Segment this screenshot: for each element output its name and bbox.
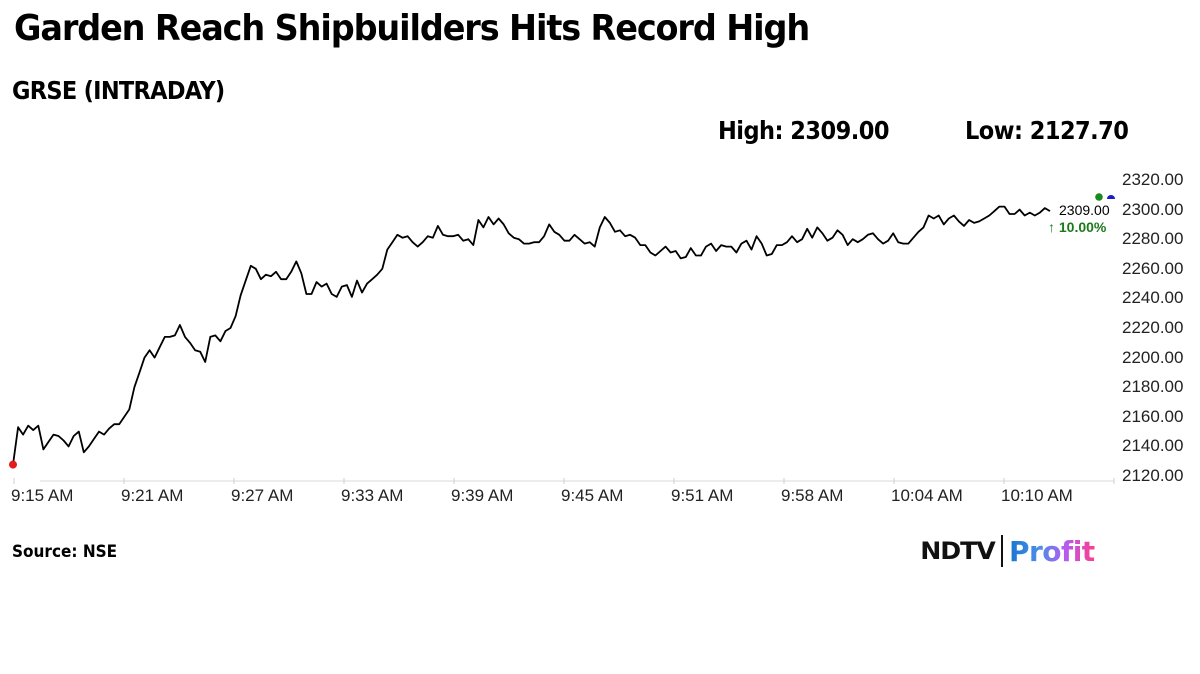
chart-title: Garden Reach Shipbuilders Hits Record Hi… xyxy=(14,8,810,49)
y-tick-label: 2180.00 xyxy=(1122,377,1184,397)
x-tick-label: 10:04 AM xyxy=(891,486,963,505)
y-tick-label: 2160.00 xyxy=(1122,406,1184,426)
x-tick-label: 9:58 AM xyxy=(781,486,844,505)
y-tick-label: 2220.00 xyxy=(1122,318,1184,337)
high-value: High: 2309.00 xyxy=(718,116,890,145)
chart-subtitle: GRSE (INTRADAY) xyxy=(12,76,225,105)
x-tick-label: 9:45 AM xyxy=(561,486,624,505)
y-tick-label: 2140.00 xyxy=(1122,436,1184,456)
last-price-label: 2309.00 xyxy=(1059,202,1110,218)
x-tick-label: 9:39 AM xyxy=(451,486,514,505)
y-tick-label: 2280.00 xyxy=(1122,229,1184,249)
change-percent-label: ↑ 10.00% xyxy=(1048,219,1107,235)
start-marker-dot xyxy=(9,460,17,469)
y-tick-label: 2320.00 xyxy=(1122,170,1184,189)
x-tick-label: 9:15 AM xyxy=(11,486,74,505)
high-marker-dot xyxy=(1095,193,1103,201)
x-tick-label: 9:27 AM xyxy=(231,486,294,505)
x-tick-label: 10:10 AM xyxy=(1001,486,1073,505)
x-tick-label: 9:51 AM xyxy=(671,486,734,505)
current-marker-dot xyxy=(1107,195,1115,199)
y-tick-label: 2260.00 xyxy=(1122,258,1184,278)
x-tick-marks xyxy=(13,478,1115,484)
ndtv-profit-logo: NDTV Profit xyxy=(920,534,1095,568)
y-tick-label: 2120.00 xyxy=(1122,466,1184,485)
logo-ndtv-text: NDTV xyxy=(920,537,996,565)
x-tick-label: 9:21 AM xyxy=(121,486,184,505)
low-value: Low: 2127.70 xyxy=(965,116,1129,145)
y-tick-label: 2300.00 xyxy=(1122,199,1184,219)
logo-divider xyxy=(1000,535,1003,567)
y-tick-label: 2240.00 xyxy=(1122,288,1184,308)
logo-profit-text: Profit xyxy=(1008,534,1095,568)
x-tick-label: 9:33 AM xyxy=(341,486,404,505)
y-tick-label: 2200.00 xyxy=(1122,347,1184,367)
price-line xyxy=(12,205,1051,465)
source-label: Source: NSE xyxy=(12,542,118,562)
